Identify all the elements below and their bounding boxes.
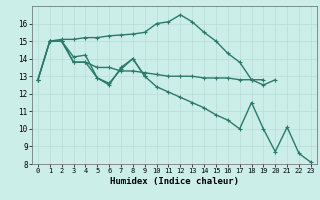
X-axis label: Humidex (Indice chaleur): Humidex (Indice chaleur) — [110, 177, 239, 186]
